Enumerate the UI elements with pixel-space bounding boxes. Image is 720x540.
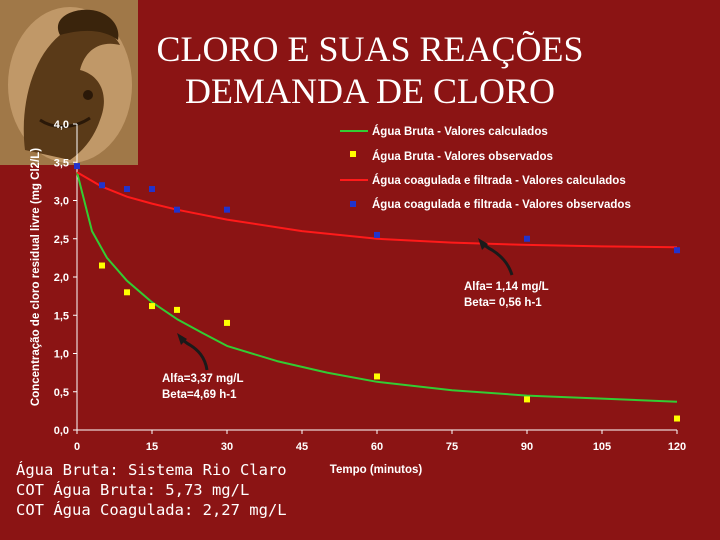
x-tick-label: 45 [296,441,308,453]
x-tick-label: 75 [446,441,458,453]
y-tick-label: 4,0 [54,119,69,131]
series-line-0 [76,171,678,403]
legend-label: Água coagulada e filtrada - Valores obse… [372,198,631,211]
data-point-series-1 [124,289,130,296]
data-point-series-3 [149,186,155,193]
annotation-text: Alfa=3,37 mg/L [162,373,244,385]
legend-label: Água Bruta - Valores observados [372,150,553,163]
annotation-text: Beta= 0,56 h-1 [464,297,542,309]
y-axis-label: Concentração de cloro residual livre (mg… [30,148,42,406]
data-point-series-1 [674,415,680,422]
data-point-series-3 [524,235,530,242]
x-tick-label: 105 [593,441,611,453]
data-point-series-3 [374,231,380,238]
data-point-series-1 [224,319,230,326]
data-point-series-3 [99,182,105,189]
y-tick-label: 2,0 [54,272,69,284]
data-point-series-1 [99,262,105,269]
legend-label: Água coagulada e filtrada - Valores calc… [372,174,626,187]
note-line: Água Bruta: Sistema Rio Claro [16,461,287,479]
data-point-series-3 [174,206,180,213]
data-point-series-3 [124,186,130,193]
legend: Água Bruta - Valores calculados Água Bru… [340,125,631,211]
y-tick-label: 1,5 [54,310,69,322]
annotation-green: Alfa=3,37 mg/L Beta=4,69 h-1 [162,333,244,401]
note-line: COT Água Bruta: 5,73 mg/L [16,481,250,499]
data-point-series-3 [674,247,680,254]
series-layer [74,163,680,422]
data-point-series-1 [174,306,180,313]
title-line: CLORO E SUAS REAÇÕES [156,29,584,69]
warrior-helmet-icon [0,0,138,165]
legend-label: Água Bruta - Valores calculados [372,125,548,138]
x-axis-ticks: 0 15 30 45 60 75 90 105 120 [74,430,686,453]
data-point-series-3 [224,206,230,213]
y-tick-label: 0,0 [54,425,69,437]
note-line: COT Água Coagulada: 2,27 mg/L [16,501,287,519]
data-point-series-1 [374,373,380,380]
y-tick-label: 3,5 [54,157,69,169]
y-tick-label: 0,5 [54,387,69,399]
x-axis-label: Tempo (minutos) [330,464,423,476]
y-axis-ticks: 0,0 0,5 1,0 1,5 2,0 2,5 3,0 3,5 4,0 [54,119,77,437]
notes: Água Bruta: Sistema Rio Claro COT Água B… [16,460,287,520]
x-tick-label: 120 [668,441,686,453]
legend-swatch-blue-square [350,201,356,207]
annotation-text: Beta=4,69 h-1 [162,389,237,401]
title-line: DEMANDA DE CLORO [184,71,555,111]
data-point-series-1 [149,303,155,310]
x-tick-label: 30 [221,441,233,453]
annotation-red: Alfa= 1,14 mg/L Beta= 0,56 h-1 [464,238,549,309]
y-tick-label: 1,0 [54,349,69,361]
data-point-series-3 [74,163,80,170]
y-tick-label: 2,5 [54,234,69,246]
x-tick-label: 15 [146,441,158,453]
annotation-text: Alfa= 1,14 mg/L [464,281,549,293]
x-tick-label: 0 [74,441,80,453]
data-point-series-1 [524,396,530,403]
x-tick-label: 60 [371,441,383,453]
legend-swatch-yellow-square [350,151,356,157]
slide-title: CLORO E SUAS REAÇÕES DEMANDA DE CLORO [130,28,610,112]
series-line-2 [76,171,678,249]
x-tick-label: 90 [521,441,533,453]
y-tick-label: 3,0 [54,196,69,208]
